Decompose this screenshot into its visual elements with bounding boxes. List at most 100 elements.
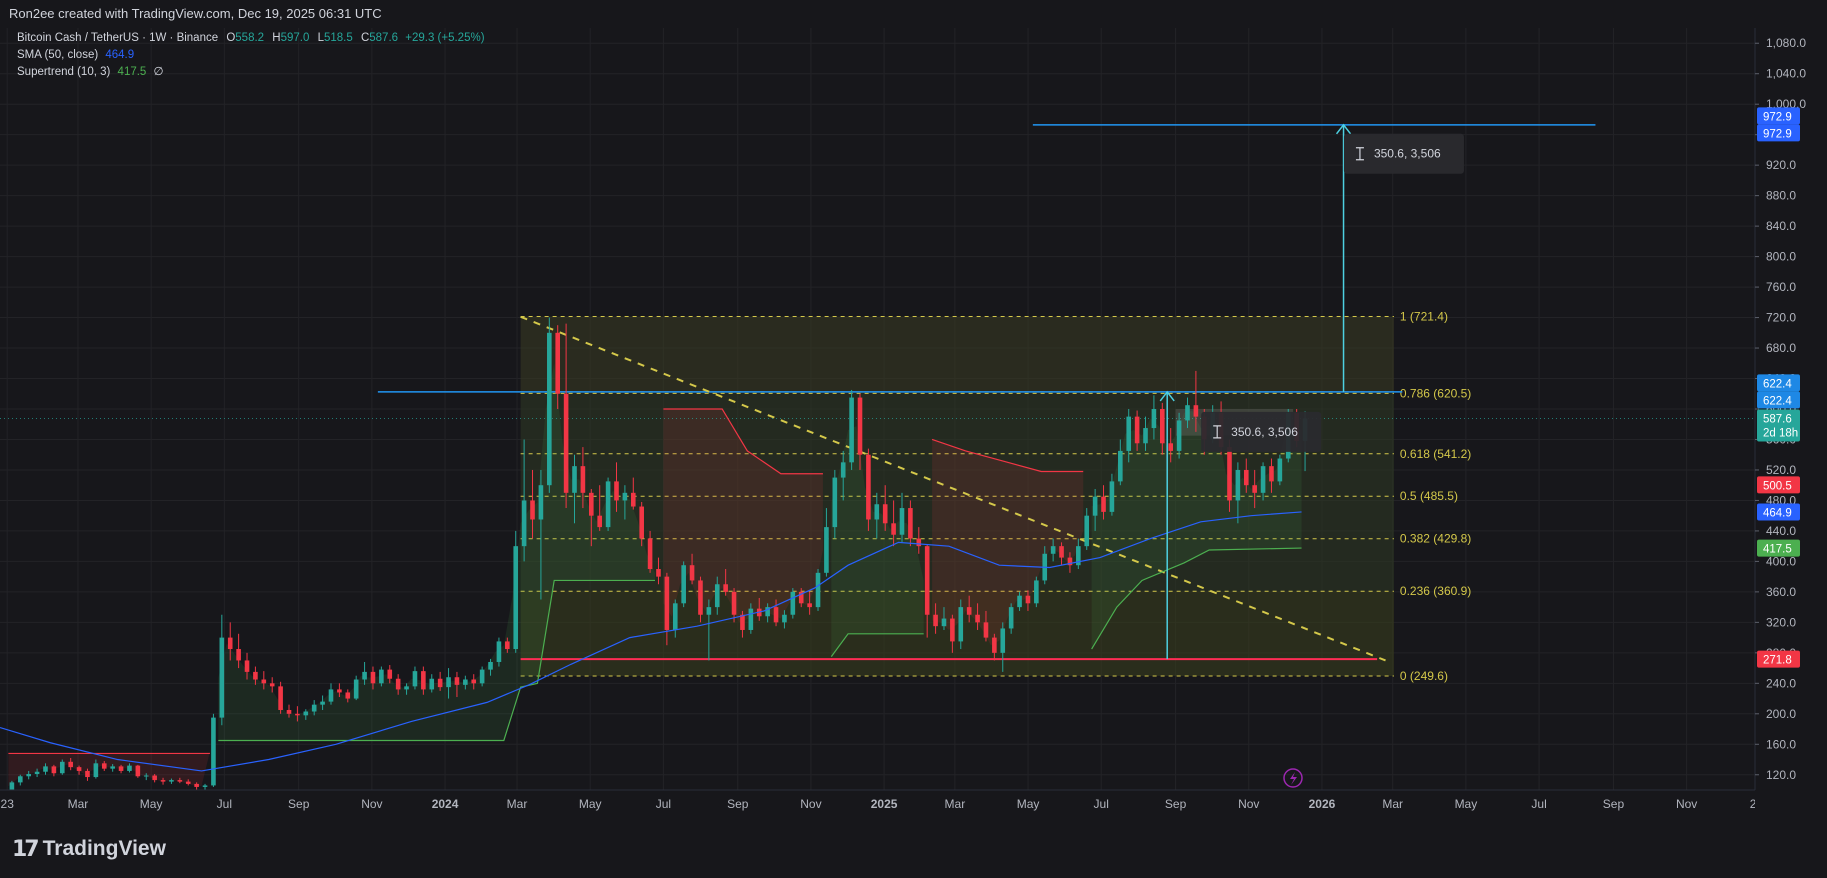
time-tick-label: 23	[1, 797, 15, 811]
legend-sma-label: SMA (50, close)	[17, 49, 98, 61]
time-tick-label: 2025	[871, 797, 898, 811]
sma-line	[0, 511, 1302, 772]
candle-body	[169, 780, 174, 782]
candle-body	[790, 591, 796, 615]
candle-body	[513, 546, 519, 650]
fib-level-label: 0.786 (620.5)	[1400, 386, 1471, 400]
price-tick-label: 760.0	[1766, 280, 1796, 294]
price-chart[interactable]: 0 (249.6) 0.236 (360.9) 0.382 (429.8) 0.5 (…	[0, 28, 1827, 820]
legend-c-value: 587.6	[369, 32, 398, 44]
time-tick-label: Sep	[288, 797, 310, 811]
price-tick-label: 680.0	[1766, 341, 1796, 355]
legend-h-label: H	[272, 32, 280, 44]
candle-body	[1034, 580, 1039, 604]
candle-body	[580, 466, 586, 493]
candle-body	[1017, 595, 1022, 608]
candle-body	[547, 332, 552, 486]
candle-body	[152, 775, 157, 781]
candle-body	[135, 765, 141, 777]
svg-text:Bitcoin Cash / TetherUS · 1W ·: Bitcoin Cash / TetherUS · 1W · Binance O…	[17, 32, 485, 44]
candle-body	[253, 671, 258, 680]
legend-supertrend-extra: ∅	[154, 66, 164, 78]
time-tick-label: Nov	[1238, 797, 1259, 811]
time-tick-label: Mar	[945, 797, 966, 811]
candle-body	[681, 565, 686, 604]
candle-body	[437, 678, 443, 688]
candle-body	[815, 572, 821, 608]
measure-label-box	[1201, 411, 1322, 452]
svg-text:SMA (50, close) 464.9: SMA (50, close) 464.9	[17, 49, 134, 61]
time-axis-bg	[0, 790, 1827, 820]
candle-body	[1176, 420, 1182, 451]
candle-body	[1126, 416, 1132, 451]
time-tick-label: Jul	[217, 797, 232, 811]
price-tag-label: 464.9	[1763, 507, 1792, 519]
candle-body	[866, 454, 871, 520]
time-tick-label: Sep	[727, 797, 749, 811]
candle-body	[672, 603, 678, 630]
candle-body	[362, 671, 367, 680]
price-tick-label: 440.0	[1766, 524, 1796, 538]
candle-body	[723, 584, 728, 592]
time-tick-label: Nov	[800, 797, 821, 811]
candle-body	[924, 546, 930, 615]
candle-body	[328, 689, 334, 702]
lightning-icon[interactable]	[1283, 768, 1303, 788]
measure-arrowhead	[1159, 390, 1175, 402]
attribution-text: Ron2ee created with TradingView.com, Dec…	[9, 6, 382, 21]
candle-body	[1059, 546, 1064, 558]
tradingview-logo[interactable]: 17 TradingView	[12, 836, 166, 862]
supertrend-area	[8, 751, 210, 787]
measure-label: 350.6, 3,506	[1231, 425, 1298, 439]
measure-icon	[1213, 425, 1222, 439]
candle-body	[614, 481, 619, 501]
candle-body	[1008, 607, 1014, 629]
drawing-annotations: 350.6, 3,506 350.6, 3,506	[1159, 123, 1464, 660]
price-tag-label: 417.5	[1763, 544, 1792, 556]
candle-body	[933, 614, 938, 627]
candle-body	[51, 766, 57, 774]
candle-body	[177, 780, 183, 782]
price-tick-label: 400.0	[1766, 554, 1796, 568]
candle-body	[1235, 469, 1241, 501]
candle-body	[857, 397, 863, 455]
candle-body	[1227, 447, 1232, 501]
candle-body	[185, 781, 191, 784]
candle-body	[1025, 595, 1031, 604]
candle-body	[1277, 458, 1283, 482]
price-tag	[1757, 539, 1800, 557]
legend-sma-value: 464.9	[105, 49, 134, 61]
candle-body	[966, 607, 972, 615]
candle-body	[286, 709, 292, 714]
supertrend-line	[830, 633, 924, 658]
candle-body	[345, 692, 351, 699]
time-tick-label: 2026	[1309, 797, 1336, 811]
candle-body	[395, 678, 401, 690]
legend-o-value: 558.2	[235, 32, 264, 44]
candle-body	[160, 780, 166, 782]
candle-body	[572, 466, 577, 493]
candle-body	[93, 763, 99, 778]
candle-body	[563, 393, 569, 493]
supertrend-line	[931, 438, 1084, 473]
candle-body	[748, 608, 754, 630]
candle-body	[370, 671, 376, 684]
candle-body	[639, 506, 644, 539]
candle-body	[1269, 466, 1274, 482]
candle-body	[1252, 485, 1257, 493]
candle-body	[59, 761, 65, 774]
price-tag	[1757, 124, 1800, 142]
time-tick-label: Sep	[1165, 797, 1187, 811]
candle-body	[1101, 496, 1106, 512]
candle-body	[278, 686, 283, 710]
candle-body	[303, 711, 309, 716]
price-tick-label: 880.0	[1766, 189, 1796, 203]
candle-body	[874, 504, 880, 520]
candlestick-series	[9, 317, 1308, 792]
candle-body	[882, 504, 888, 524]
price-tag-label: 972.9	[1763, 128, 1792, 140]
candle-body	[143, 775, 149, 777]
legend-symbol: Bitcoin Cash / TetherUS · 1W · Binance	[17, 32, 218, 44]
price-tag-label: 500.5	[1763, 480, 1792, 492]
candle-body	[706, 607, 712, 615]
